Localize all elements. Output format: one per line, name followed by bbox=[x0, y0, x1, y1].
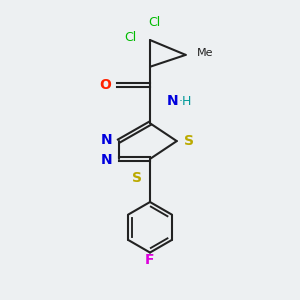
Text: S: S bbox=[132, 171, 142, 185]
Text: N: N bbox=[101, 153, 113, 167]
Text: N: N bbox=[101, 133, 113, 147]
Text: Cl: Cl bbox=[124, 31, 137, 44]
Text: N: N bbox=[167, 94, 178, 108]
Text: S: S bbox=[184, 134, 194, 148]
Text: ·H: ·H bbox=[179, 95, 192, 108]
Text: O: O bbox=[99, 78, 111, 92]
Text: Me: Me bbox=[197, 48, 213, 59]
Text: F: F bbox=[145, 253, 155, 267]
Text: Cl: Cl bbox=[148, 16, 160, 29]
